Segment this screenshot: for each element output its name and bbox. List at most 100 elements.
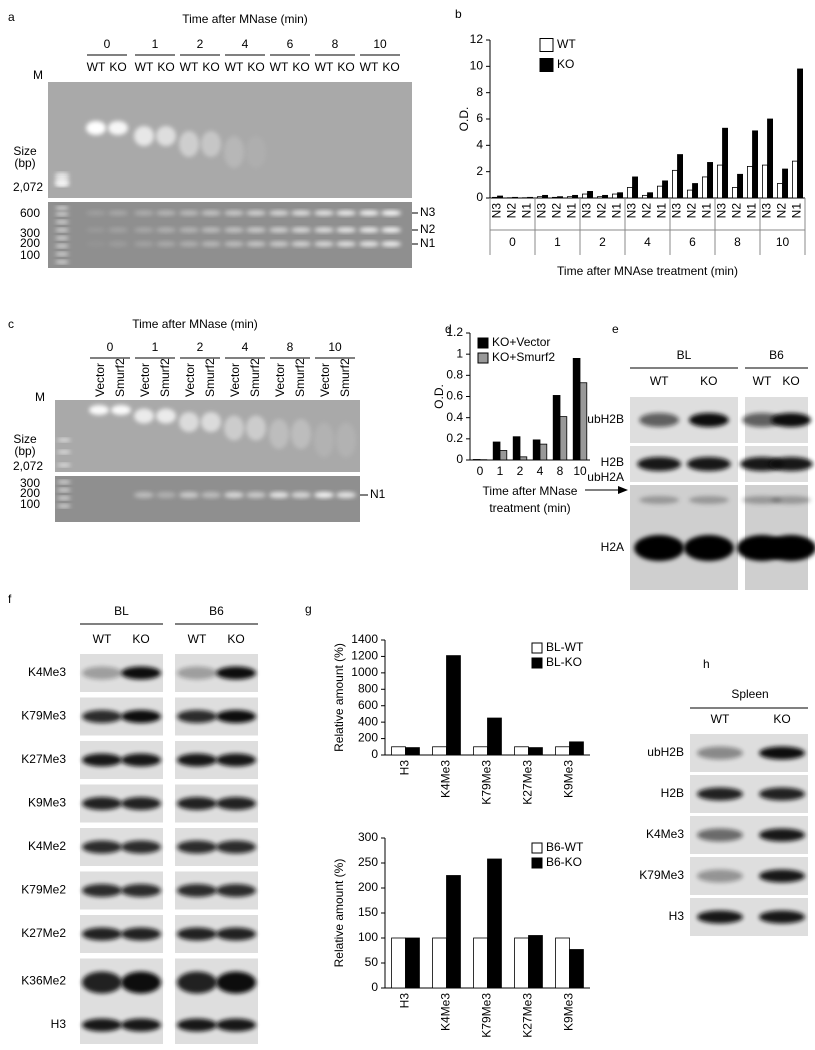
size-label: Size	[13, 432, 37, 446]
bar	[677, 154, 683, 199]
bar	[512, 436, 521, 461]
nucleosome-band	[314, 227, 334, 233]
blot-band	[634, 535, 685, 561]
bar	[446, 655, 461, 756]
x-tick-label: N1	[565, 203, 579, 219]
y-axis-title: O.D.	[432, 384, 446, 409]
blot-band	[82, 927, 122, 941]
nucleosome-band	[201, 241, 221, 247]
nucleosome-band	[179, 492, 199, 498]
marker-band	[57, 496, 71, 500]
blot-band	[177, 840, 217, 854]
panel-letter: e	[612, 322, 619, 336]
nucleosome-band	[246, 227, 266, 233]
nucleosome-band	[201, 492, 221, 498]
nucleosome-band	[224, 210, 244, 216]
y-tick-label: 100	[358, 930, 378, 944]
y-tick-label: 2	[476, 164, 483, 178]
y-tick-label: 0.6	[446, 389, 463, 403]
legend-label: BL-WT	[546, 640, 584, 654]
panel-letter: a	[8, 10, 15, 24]
y-tick-label: 0	[371, 980, 378, 994]
strain-label: BL	[114, 604, 129, 618]
blot-band	[697, 787, 743, 801]
blot-band	[121, 927, 161, 941]
bar	[722, 127, 728, 199]
gel-lower	[55, 476, 360, 522]
blot-band	[82, 884, 122, 897]
y-tick-label: 0.2	[446, 431, 463, 445]
gel-title: Time after MNase (min)	[132, 317, 258, 331]
nucleosome-band	[291, 492, 311, 498]
panel-letter: b	[455, 7, 462, 21]
blot-band	[121, 840, 161, 854]
x-tick-label: K4Me3	[439, 993, 453, 1031]
lane-label: WT	[188, 632, 207, 646]
y-tick-label: 0	[371, 747, 378, 761]
y-axis-title: O.D.	[457, 107, 471, 132]
bar	[528, 747, 543, 756]
time-label: 2	[197, 37, 204, 51]
bar	[579, 382, 588, 461]
bar	[527, 196, 533, 199]
blot-band	[177, 797, 217, 810]
dna-band	[108, 121, 128, 135]
bar	[391, 937, 406, 989]
blot-band	[177, 1018, 217, 1032]
x-tick-label: 2	[517, 464, 524, 478]
legend-swatch	[531, 857, 543, 869]
lane-label: Smurf2	[338, 358, 352, 397]
time-label: 10	[373, 37, 387, 51]
blot-band	[216, 840, 256, 854]
lane-label: KO	[247, 60, 264, 74]
y-tick-label: 600	[358, 698, 378, 712]
blot-band	[177, 710, 217, 723]
dna-band	[246, 415, 266, 441]
legend-label: B6-WT	[546, 840, 584, 854]
y-tick-label: 6	[476, 111, 483, 125]
row-label: K79Me2	[21, 883, 66, 897]
nucleosome-band	[269, 241, 289, 247]
group-label: 1	[554, 235, 561, 249]
x-tick-label: N1	[745, 203, 759, 219]
nucleosome-band	[134, 241, 154, 247]
time-label: 2	[197, 340, 204, 354]
y-tick-label: 0.4	[446, 410, 463, 424]
bar	[702, 176, 708, 199]
bar	[632, 176, 638, 199]
legend-label: BL-KO	[546, 655, 582, 669]
x-tick-label: N3	[535, 203, 549, 219]
row-label: K79Me3	[639, 868, 684, 882]
nucleosome-band	[336, 210, 356, 216]
y-axis-title: Relative amount (%)	[332, 859, 346, 968]
y-tick-label: 250	[358, 855, 378, 869]
x-tick-label: N3	[580, 203, 594, 219]
lane-label: WT	[753, 374, 772, 388]
blot-band	[82, 1018, 122, 1032]
nucleosome-band	[86, 241, 106, 247]
lane-label: Smurf2	[203, 358, 217, 397]
lane-label: KO	[202, 60, 219, 74]
group-label: 6	[689, 235, 696, 249]
strain-label: BL	[677, 348, 692, 362]
y-tick-label: 1	[456, 346, 463, 360]
marker-band	[55, 172, 69, 176]
marker-label: M	[35, 390, 45, 404]
lane-label: KO	[337, 60, 354, 74]
dna-band	[224, 136, 244, 168]
bar	[487, 717, 502, 756]
bar	[557, 196, 563, 199]
lane-label: KO	[782, 374, 799, 388]
nucleosome-band	[381, 241, 401, 247]
dna-band	[179, 131, 199, 157]
blot-band	[770, 413, 811, 427]
blot-band	[177, 971, 217, 994]
marker-band	[57, 438, 71, 442]
bar	[542, 194, 548, 199]
blot-band	[121, 884, 161, 897]
blot-band	[216, 710, 256, 723]
group-label: 2	[599, 235, 606, 249]
nucleosome-band	[269, 492, 289, 498]
bar	[555, 937, 570, 989]
marker-band	[55, 206, 69, 210]
